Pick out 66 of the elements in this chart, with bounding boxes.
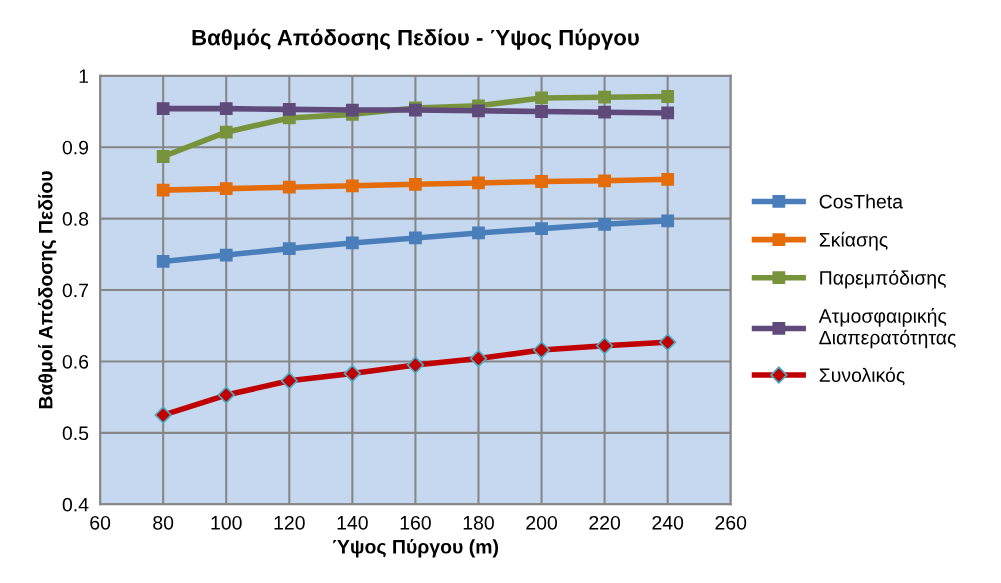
point [219,248,233,262]
point [535,175,548,188]
legend-label: CosTheta [819,194,903,209]
point [661,106,675,120]
point [219,102,233,116]
point [598,90,611,104]
point [156,150,170,163]
point [345,103,359,117]
x-tick-label: 200 [526,515,557,530]
point [658,333,677,351]
x-tick-label: 240 [652,515,684,530]
point [469,349,488,368]
y-tick-label: 0.8 [62,212,89,226]
x-axis-title: Ύψος Πύργου (m) [333,539,499,558]
y-tick-label: 0.4 [62,497,89,512]
legend-label: Συνολικός [819,367,905,386]
x-tick-label: 120 [274,515,305,530]
x-tick-label: 160 [400,515,431,530]
point [156,255,170,268]
point [282,180,296,194]
x-tick-label: 260 [715,515,747,530]
legend-label: Ατμοσφαιρικής Διαπερατότητας [818,308,956,349]
point [345,179,359,193]
point [598,105,611,119]
point [409,177,422,191]
point [217,386,235,404]
legend-label: Σκίασης [819,231,888,251]
point [409,231,422,245]
x-tick-label: 180 [463,515,494,530]
point [343,364,362,383]
point [219,125,233,139]
x-tick-label: 80 [153,515,174,530]
chart-title: Βαθμός Απόδοσης Πεδίου - Ύψος Πύργου [192,28,639,50]
point [661,90,675,103]
point [472,176,485,190]
y-tick-label: 1 [79,69,89,83]
y-tick-label: 0.9 [62,140,89,155]
point [154,406,172,424]
y-axis-title: Βαθμοί Απόδοσης Πεδίου [38,171,57,409]
point [156,102,170,116]
point [156,183,170,197]
point [661,172,675,186]
point [535,222,548,236]
point [282,102,296,116]
y-tick-label: 0.6 [62,354,89,369]
point [280,372,298,390]
point [345,236,359,250]
point [598,217,611,231]
point [532,341,551,359]
point [406,356,425,374]
point [595,337,614,355]
point [219,182,233,196]
point [472,226,485,240]
x-tick-label: 220 [589,515,621,530]
x-tick-label: 100 [211,515,242,530]
x-tick-label: 140 [337,515,368,530]
x-tick-label: 60 [90,515,111,530]
point [598,174,611,188]
point [535,105,548,118]
point [535,91,548,105]
point [472,104,485,118]
legend-label: Παρεμπόδισης [820,269,946,289]
y-tick-label: 0.7 [62,283,89,298]
point [661,214,675,228]
point [282,242,296,256]
y-tick-label: 0.5 [62,426,89,441]
